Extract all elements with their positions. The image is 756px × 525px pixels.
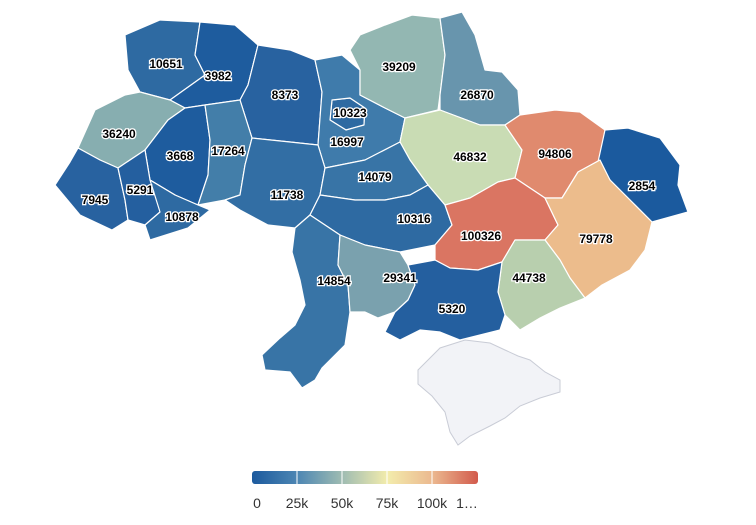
label-kherson: 5320 [439,302,466,316]
label-poltava: 46832 [453,150,487,164]
legend-tick-25k: 25k [286,495,310,511]
label-kirovohrad: 10316 [397,212,431,226]
label-zaporizhzhia: 44738 [512,271,546,285]
label-luhansk: 2854 [629,179,656,193]
label-odesa: 14854 [317,274,351,288]
label-zhytomyr: 8373 [272,88,299,102]
label-zakarpattia: 7945 [82,193,109,207]
label-ternopil: 3668 [167,149,194,163]
label-vinnytsia: 11738 [271,188,304,202]
label-rivne: 3982 [205,69,232,83]
legend-tick-50k: 50k [331,495,355,511]
label-kharkiv: 94806 [538,147,572,161]
legend-tick-75k: 75k [376,495,400,511]
region-sumy[interactable] [439,11,521,126]
label-mykolaiv: 29341 [383,271,417,285]
region-donetsk[interactable] [544,159,653,299]
region-value-labels: 10651 3982 8373 10323 16997 39209 26870 … [80,56,657,318]
label-ivano-frankivsk: 5291 [127,183,154,197]
region-crimea [417,339,561,446]
legend-tick-marks [296,471,433,484]
region-chernivtsi[interactable] [144,179,211,241]
label-chernivtsi: 10878 [165,210,199,224]
legend-color-bar [252,471,478,484]
label-chernihiv: 39209 [382,60,416,74]
label-kyiv-city: 10323 [333,106,367,120]
label-sumy: 26870 [460,88,494,102]
region-odesa[interactable] [261,214,351,389]
label-dnipropetrovsk: 100326 [461,229,501,243]
label-khmelnytskyi: 17264 [211,144,245,158]
legend-tick-0: 0 [253,495,261,511]
label-cherkasy: 14079 [358,170,392,184]
label-kyiv-oblast: 16997 [330,135,364,149]
color-legend: 0 25k 50k 75k 100k 1… [252,471,478,511]
label-volyn: 10651 [149,57,183,71]
region-kherson[interactable] [384,259,506,341]
label-lviv: 36240 [102,127,136,141]
label-donetsk: 79778 [579,232,613,246]
legend-tick-max: 1… [456,495,478,511]
legend-tick-100k: 100k [417,495,448,511]
